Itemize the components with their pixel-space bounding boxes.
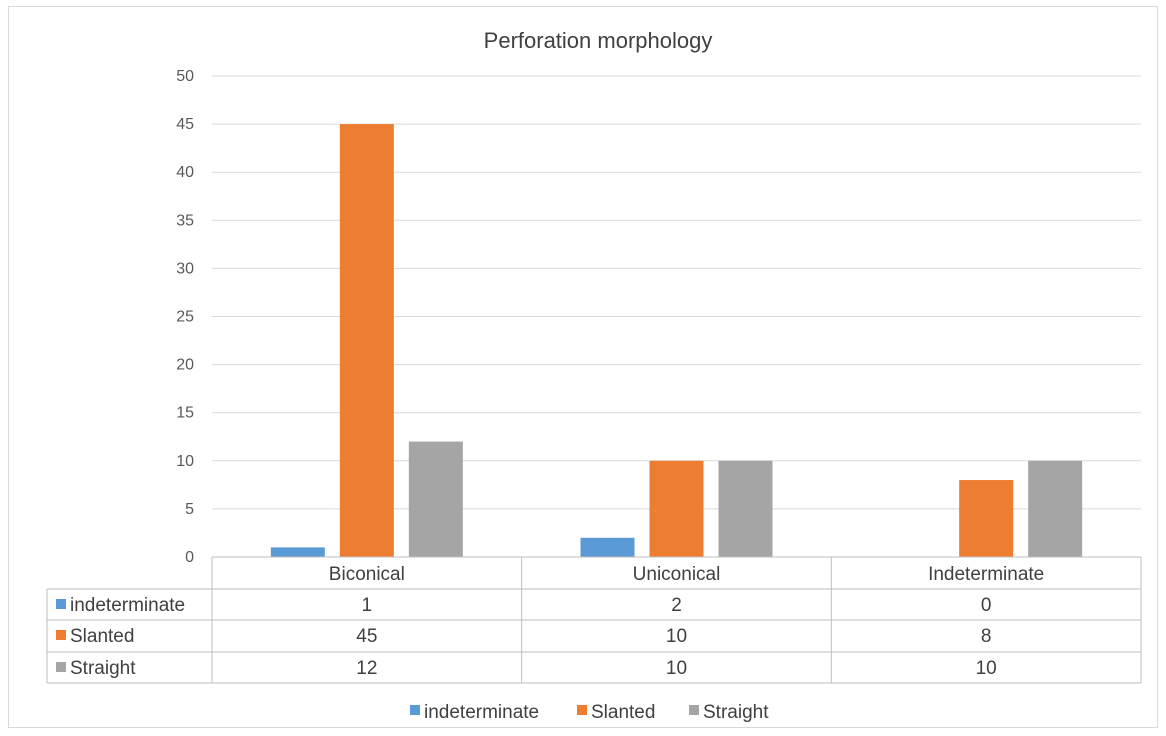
bar-slanted-indeterminate	[959, 480, 1014, 557]
y-tick-label: 20	[176, 357, 194, 374]
y-tick-label: 10	[176, 453, 194, 470]
y-tick-label: 45	[176, 116, 194, 133]
y-tick-label: 35	[176, 212, 194, 229]
data-table: Biconical Uniconical Indeterminate indeterm…	[46, 556, 1142, 684]
bar-slanted-uniconical	[649, 460, 704, 557]
y-tick-label: 5	[185, 501, 194, 518]
table-series-label: Straight	[70, 658, 136, 679]
y-tick-label: 30	[176, 260, 194, 277]
table-cell-value: 10	[666, 626, 687, 647]
legend-swatch	[577, 705, 587, 715]
category-label: Indeterminate	[928, 564, 1044, 585]
y-tick-label: 25	[176, 309, 194, 326]
y-tick-label: 40	[176, 164, 194, 181]
bar-slanted-biconical	[339, 124, 394, 557]
bar-straight-uniconical	[718, 460, 773, 557]
table-legend-key	[56, 599, 66, 609]
bars	[270, 124, 1083, 557]
legend-swatch	[689, 705, 699, 715]
category-label: Biconical	[329, 564, 405, 585]
table-series-label: indeterminate	[70, 595, 185, 616]
table-cell-value: 8	[981, 626, 992, 647]
bar-straight-biconical	[408, 441, 463, 557]
table-cell-value: 10	[976, 658, 997, 679]
table-legend-key	[56, 630, 66, 640]
legend: indeterminate Slanted Straight	[410, 702, 769, 723]
y-axis-ticks: 0 5 10 15 20 25 30 35 40 45 50	[176, 68, 194, 566]
table-cell-value: 45	[356, 626, 377, 647]
bar-indeterminate-biconical	[270, 547, 325, 557]
legend-label: Slanted	[591, 702, 655, 723]
table-cell-value: 1	[362, 595, 373, 616]
bar-straight-indeterminate	[1028, 460, 1083, 557]
table-legend-key	[56, 662, 66, 672]
y-tick-label: 0	[185, 549, 194, 566]
legend-label: indeterminate	[424, 702, 539, 723]
legend-label: Straight	[703, 702, 769, 723]
table-cell-value: 2	[671, 595, 682, 616]
y-tick-label: 15	[176, 405, 194, 422]
table-series-label: Slanted	[70, 626, 134, 647]
category-label: Uniconical	[633, 564, 721, 585]
table-cell-value: 10	[666, 658, 687, 679]
chart-frame	[8, 6, 1158, 728]
table-cell-value: 0	[981, 595, 992, 616]
chart-title: Perforation morphology	[484, 28, 713, 53]
y-tick-label: 50	[176, 68, 194, 85]
table-cell-value: 12	[356, 658, 377, 679]
bar-indeterminate-uniconical	[580, 537, 635, 557]
legend-swatch	[410, 705, 420, 715]
